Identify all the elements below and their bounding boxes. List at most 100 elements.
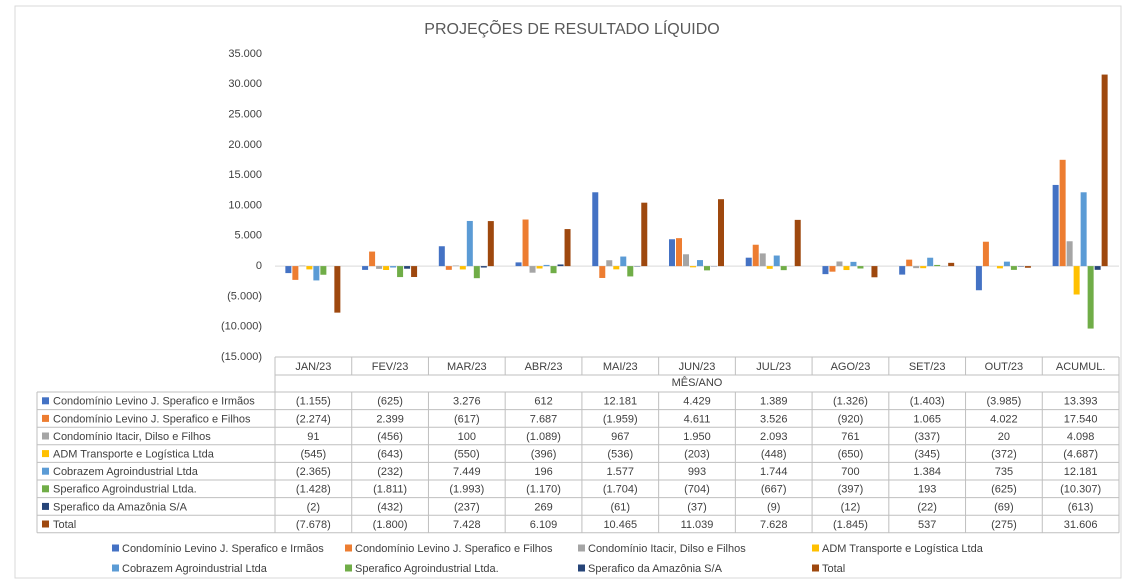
y-tick-label: 15.000	[228, 169, 262, 181]
x-tick-label: JAN/23	[295, 361, 331, 373]
table-cell: 735	[995, 466, 1013, 478]
bar	[369, 251, 376, 267]
y-tick-label: 10.000	[228, 199, 262, 211]
table-row-label: Cobrazem Agroindustrial Ltda	[53, 466, 199, 478]
chart-frame	[14, 5, 1122, 579]
bar	[592, 192, 599, 267]
table-cell: 1.384	[913, 466, 941, 478]
table-cell: (617)	[454, 413, 480, 425]
bar	[829, 266, 836, 272]
bar	[759, 253, 766, 267]
bar	[920, 266, 927, 269]
table-cell: (536)	[607, 449, 633, 461]
bar	[871, 266, 878, 278]
table-cell: 269	[534, 501, 552, 513]
table-cell: (1.170)	[526, 484, 561, 496]
bar	[459, 266, 466, 270]
table-cell: (237)	[454, 501, 480, 513]
bar	[927, 257, 934, 267]
y-tick-label: 30.000	[228, 78, 262, 90]
bar	[404, 266, 411, 269]
table-cell: 12.181	[1064, 466, 1098, 478]
table-cell: (920)	[838, 413, 864, 425]
table-cell: (1.845)	[833, 519, 868, 531]
bar	[306, 266, 313, 270]
legend-label: Cobrazem Agroindustrial Ltda	[122, 563, 268, 575]
bar	[320, 266, 327, 275]
x-tick-label: ACUMUL.	[1056, 361, 1106, 373]
table-cell: (613)	[1068, 501, 1094, 513]
bar	[390, 266, 397, 268]
x-tick-label: JUL/23	[756, 361, 791, 373]
table-cell: (1.959)	[603, 413, 638, 425]
bar	[850, 261, 857, 267]
table-cell: 6.109	[530, 519, 558, 531]
table-cell: 967	[611, 431, 629, 443]
table-cell: 196	[534, 466, 552, 478]
bar	[564, 229, 571, 267]
bar	[906, 259, 913, 267]
bar	[704, 266, 710, 271]
bar	[452, 265, 459, 267]
table-legend-key	[42, 450, 49, 458]
bar	[683, 254, 689, 267]
table-cell: (667)	[761, 484, 787, 496]
bar	[780, 266, 787, 271]
legend-label: Condomínio Levino J. Sperafico e Filhos	[355, 543, 553, 555]
x-tick-label: MAI/23	[603, 361, 638, 373]
table-cell: 100	[458, 431, 476, 443]
table-cell: (643)	[377, 449, 403, 461]
table-cell: 7.687	[530, 413, 558, 425]
bar	[445, 266, 452, 270]
table-row-label: Sperafico Agroindustrial Ltda.	[53, 484, 197, 496]
table-row-label: Total	[53, 519, 76, 531]
bar	[473, 266, 480, 279]
bar	[466, 220, 473, 267]
table-cell: 4.429	[683, 396, 711, 408]
y-tick-label: 35.000	[228, 48, 262, 60]
bar	[292, 266, 299, 280]
table-row-label: Condomínio Itacir, Dilso e Filhos	[53, 431, 211, 443]
table-cell: (372)	[991, 449, 1017, 461]
table-cell: (7.678)	[296, 519, 331, 531]
bar	[313, 266, 320, 281]
table-cell: 193	[918, 484, 936, 496]
table-cell: 20	[998, 431, 1010, 443]
bar	[1024, 266, 1031, 268]
table-cell: 31.606	[1064, 519, 1098, 531]
legend-key	[578, 564, 585, 572]
bar	[480, 266, 487, 268]
legend-key	[112, 564, 119, 572]
bar	[996, 266, 1003, 269]
y-tick-label: 20.000	[228, 139, 262, 151]
table-legend-key	[42, 414, 49, 422]
table-cell: 7.449	[453, 466, 481, 478]
y-tick-label: 25.000	[228, 109, 262, 121]
bar	[718, 199, 724, 267]
bar	[383, 266, 390, 270]
legend-key	[345, 564, 352, 572]
table-cell: (337)	[914, 431, 940, 443]
bar	[948, 262, 955, 267]
bar	[676, 238, 682, 267]
table-cell: 13.393	[1064, 396, 1098, 408]
x-axis-label: MÊS/ANO	[672, 376, 723, 389]
bar	[822, 266, 829, 275]
bar	[641, 202, 648, 267]
bar	[843, 266, 850, 271]
x-tick-label: MAR/23	[447, 361, 487, 373]
x-tick-label: AGO/23	[831, 361, 871, 373]
bar	[690, 266, 696, 268]
table-cell: 2.093	[760, 431, 788, 443]
y-tick-label: (15.000)	[221, 351, 262, 363]
table-row-label: ADM Transporte e Logística Ltda	[53, 449, 215, 461]
table-cell: (397)	[838, 484, 864, 496]
table-cell: 537	[918, 519, 936, 531]
table-cell: (1.811)	[373, 484, 407, 496]
table-legend-key	[42, 432, 49, 440]
legend-key	[578, 544, 585, 552]
legend-label: ADM Transporte e Logística Ltda	[822, 543, 984, 555]
bar	[613, 266, 620, 270]
legend-key	[812, 564, 819, 572]
y-tick-label: 5.000	[234, 230, 262, 242]
